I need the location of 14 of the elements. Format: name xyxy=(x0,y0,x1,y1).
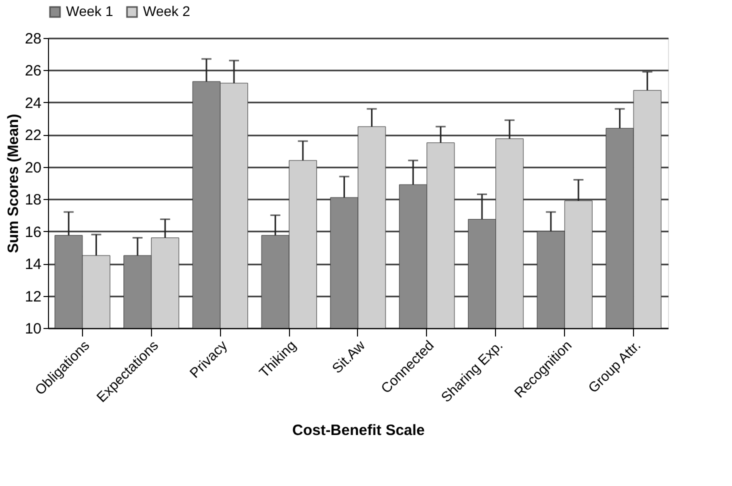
y-tick-label: 22 xyxy=(24,127,42,144)
y-tick-label: 28 xyxy=(24,30,42,48)
legend-label: Week 1 xyxy=(66,3,114,19)
y-tick-label: 16 xyxy=(24,224,42,241)
y-tick-label: 18 xyxy=(24,192,42,209)
y-tick-label: 14 xyxy=(24,256,42,274)
y-tick-label: 12 xyxy=(24,288,42,306)
x-axis-title: Cost-Benefit Scale xyxy=(292,422,425,440)
y-tick-label: 26 xyxy=(24,62,42,80)
y-tick-label: 24 xyxy=(24,94,42,112)
y-axis-title: Sum Scores (Mean) xyxy=(4,114,22,254)
y-tick-label: 20 xyxy=(24,159,42,176)
legend-label: Week 2 xyxy=(143,3,190,19)
y-tick-label: 10 xyxy=(24,320,42,338)
